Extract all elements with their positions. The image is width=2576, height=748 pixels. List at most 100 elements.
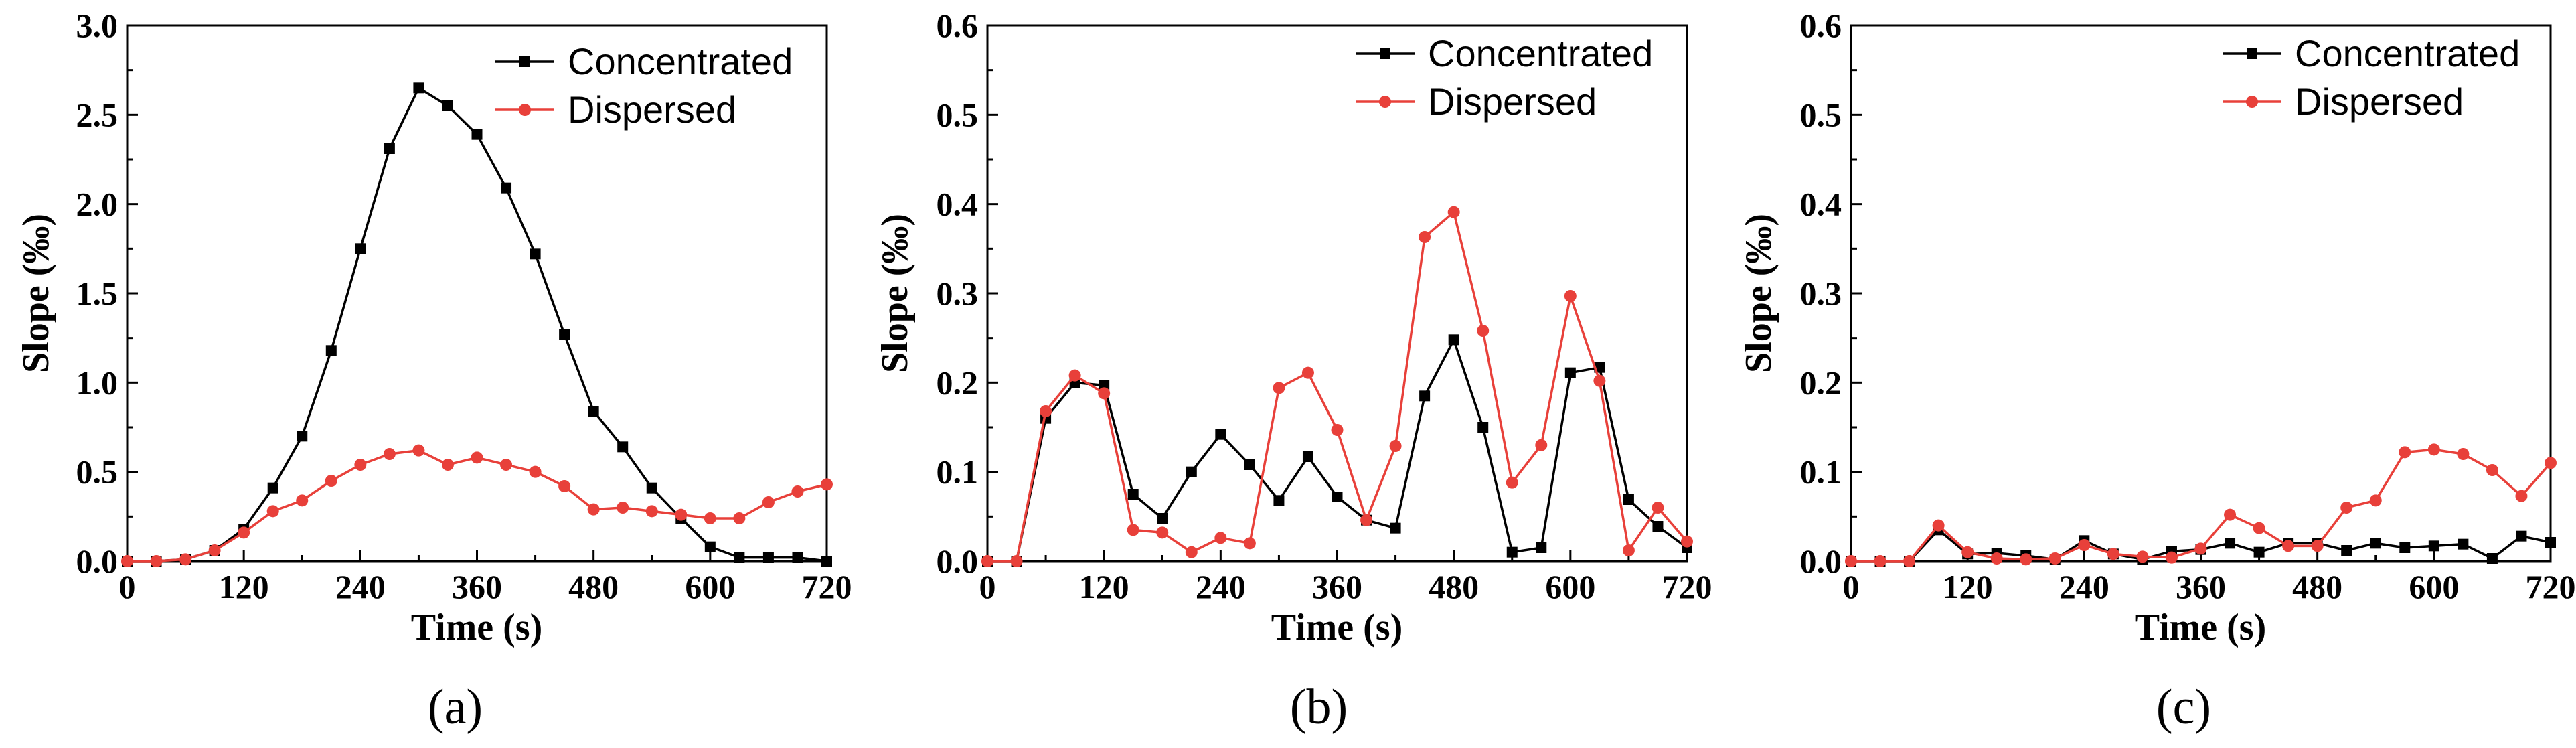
- point-dispersed-b-4: [1098, 387, 1111, 400]
- point-dispersed-b-19: [1535, 439, 1548, 451]
- legend-label-dispersed-b: Dispersed: [1428, 80, 1597, 123]
- point-dispersed-a-2: [179, 553, 192, 566]
- point-concentrated-a-20: [704, 541, 716, 552]
- point-concentrated-b-15: [1419, 390, 1431, 402]
- x-tick-label-c-5: 600: [2409, 568, 2459, 605]
- y-tick-label-c-0: 0.0: [1800, 542, 1842, 580]
- point-dispersed-c-14: [2253, 522, 2265, 534]
- point-dispersed-b-0: [981, 555, 993, 567]
- point-dispersed-a-12: [471, 451, 483, 464]
- y-tick-label-b-5: 0.5: [937, 96, 979, 133]
- point-dispersed-c-5: [1990, 552, 2003, 565]
- x-axis-title-c: Time (s): [2135, 607, 2267, 648]
- y-tick-label-a-4: 2.0: [76, 185, 118, 223]
- point-dispersed-a-22: [762, 496, 775, 508]
- y-tick-label-b-4: 0.4: [937, 185, 979, 223]
- panel-c: (c) Time (s) Slope (‰) 0 120 240 360 480 600 7…: [1738, 7, 2576, 735]
- point-dispersed-c-8: [2078, 539, 2091, 551]
- point-dispersed-b-24: [1681, 535, 1693, 548]
- point-dispersed-c-12: [2194, 542, 2207, 555]
- point-concentrated-a-14: [530, 248, 541, 260]
- legend-label-concentrated-a: Concentrated: [568, 40, 793, 82]
- point-concentrated-b-17: [1477, 422, 1489, 433]
- point-concentrated-c-17: [2341, 545, 2352, 556]
- y-tick-label-a-1: 0.5: [76, 453, 118, 491]
- point-dispersed-c-15: [2282, 540, 2295, 552]
- point-concentrated-b-8: [1215, 429, 1226, 440]
- point-dispersed-c-13: [2224, 508, 2237, 521]
- point-concentrated-a-21: [734, 552, 745, 563]
- point-dispersed-c-18: [2369, 494, 2382, 507]
- point-dispersed-b-23: [1652, 502, 1664, 514]
- point-dispersed-a-4: [238, 526, 250, 539]
- point-concentrated-b-16: [1448, 334, 1459, 346]
- point-concentrated-b-23: [1652, 521, 1664, 532]
- y-tick-label-a-3: 1.5: [76, 275, 118, 312]
- point-dispersed-b-8: [1214, 532, 1227, 544]
- point-concentrated-a-12: [471, 129, 483, 140]
- x-tick-label-c-1: 120: [1943, 568, 1993, 605]
- x-tick-label-a-4: 480: [568, 568, 619, 605]
- point-concentrated-c-20: [2428, 540, 2439, 552]
- point-dispersed-a-24: [821, 478, 833, 491]
- x-tick-label-c-3: 360: [2176, 568, 2226, 605]
- point-dispersed-a-8: [354, 459, 367, 471]
- point-concentrated-a-15: [559, 329, 570, 340]
- y-tick-label-b-0: 0.0: [937, 542, 979, 580]
- legend-marker-concentrated-c: [2247, 48, 2257, 59]
- legend-marker-dispersed-c: [2246, 96, 2258, 108]
- point-dispersed-c-3: [1932, 519, 1945, 532]
- point-concentrated-c-21: [2458, 538, 2469, 550]
- legend-label-concentrated-c: Concentrated: [2295, 32, 2520, 74]
- x-tick-label-a-5: 600: [685, 568, 735, 605]
- point-concentrated-a-5: [267, 482, 278, 494]
- y-tick-label-c-5: 0.5: [1800, 96, 1842, 133]
- point-dispersed-b-22: [1622, 544, 1635, 556]
- y-axis-title-c: Slope (‰): [1738, 214, 1779, 373]
- x-tick-label-a-1: 120: [219, 568, 269, 605]
- point-concentrated-c-24: [2545, 537, 2556, 548]
- point-dispersed-c-23: [2515, 490, 2528, 502]
- y-tick-label-b-3: 0.3: [937, 275, 979, 312]
- panel-label-c: (c): [2156, 680, 2211, 735]
- series-line-dispersed-b: [987, 210, 1688, 563]
- x-tick-label-b-5: 600: [1545, 568, 1595, 605]
- y-tick-label-c-2: 0.2: [1800, 364, 1842, 401]
- point-concentrated-b-9: [1244, 459, 1255, 470]
- x-tick-label-b-2: 240: [1196, 568, 1246, 605]
- point-dispersed-b-14: [1389, 440, 1402, 452]
- y-tick-label-c-1: 0.1: [1800, 453, 1842, 491]
- x-tick-label-b-0: 0: [979, 568, 996, 605]
- y-tick-label-a-2: 1.0: [76, 364, 118, 401]
- y-tick-label-b-1: 0.1: [937, 453, 979, 491]
- y-tick-label-c-6: 0.6: [1800, 7, 1842, 44]
- point-dispersed-a-3: [208, 544, 221, 556]
- point-dispersed-c-20: [2427, 443, 2440, 456]
- x-tick-label-a-6: 720: [802, 568, 852, 605]
- legend-marker-dispersed-b: [1379, 96, 1391, 108]
- point-concentrated-b-22: [1623, 494, 1634, 505]
- y-tick-label-c-4: 0.4: [1800, 185, 1842, 223]
- point-concentrated-a-7: [325, 345, 337, 356]
- point-concentrated-a-18: [646, 482, 657, 494]
- point-dispersed-a-19: [675, 508, 688, 521]
- point-concentrated-a-6: [297, 431, 308, 442]
- x-tick-label-b-1: 120: [1079, 568, 1129, 605]
- point-concentrated-a-24: [821, 556, 832, 567]
- point-dispersed-a-7: [325, 475, 337, 487]
- point-dispersed-b-7: [1185, 546, 1198, 558]
- legend-marker-dispersed-a: [519, 104, 531, 116]
- point-dispersed-b-11: [1301, 366, 1314, 379]
- point-dispersed-c-17: [2340, 502, 2353, 514]
- point-dispersed-b-12: [1331, 424, 1344, 436]
- y-tick-label-a-0: 0.0: [76, 542, 118, 580]
- point-concentrated-b-11: [1302, 451, 1313, 462]
- point-concentrated-c-13: [2225, 538, 2236, 549]
- point-concentrated-a-16: [588, 406, 599, 417]
- point-concentrated-c-19: [2399, 542, 2411, 553]
- point-dispersed-c-21: [2457, 448, 2470, 460]
- point-dispersed-a-14: [529, 465, 542, 478]
- point-dispersed-b-16: [1447, 206, 1460, 218]
- point-dispersed-b-6: [1156, 526, 1169, 539]
